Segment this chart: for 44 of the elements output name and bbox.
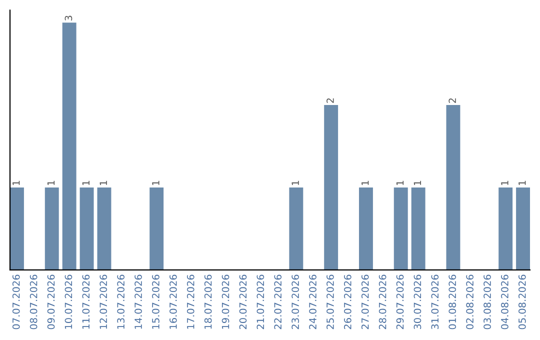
data-label: 3 — [64, 16, 72, 20]
x-tick-label: 27.07.2026 — [361, 274, 369, 330]
x-tick-label: 04.08.2026 — [501, 274, 508, 330]
x-tick-label: 19.07.2026 — [222, 274, 230, 329]
data-label: 1 — [396, 180, 404, 186]
x-tick-label: 23.07.2026 — [292, 274, 299, 330]
x-tick-label: 12.07.2026 — [100, 274, 108, 329]
data-label: 1 — [47, 180, 55, 186]
x-tick-label: 30.07.2026 — [414, 274, 422, 330]
x-tick-label: 01.08.2026 — [448, 274, 456, 330]
x-tick-label: 11.07.2026 — [82, 274, 90, 329]
x-tick-label: 08.07.2026 — [30, 274, 38, 330]
data-label: 2 — [448, 98, 456, 103]
x-tick-label: 10.07.2026 — [64, 274, 72, 329]
x-tick-label: 24.07.2026 — [309, 274, 316, 330]
x-tick-label: 26.07.2026 — [344, 274, 352, 330]
x-tick-label: 16.07.2026 — [169, 274, 177, 329]
x-tick-label: 22.07.2026 — [274, 274, 282, 330]
x-tick-label: 07.07.2026 — [12, 274, 20, 330]
data-label: 1 — [100, 180, 107, 186]
data-label: 1 — [292, 180, 299, 186]
data-label: 1 — [152, 180, 160, 186]
x-tick-label: 05.08.2026 — [518, 274, 526, 330]
data-label: 1 — [82, 180, 90, 186]
x-tick-label: 15.07.2026 — [152, 274, 160, 329]
x-tick-label: 25.07.2026 — [326, 274, 334, 330]
data-label: 1 — [12, 180, 20, 186]
x-tick-label: 09.07.2026 — [47, 274, 55, 330]
x-tick-label: 13.07.2026 — [117, 274, 124, 329]
x-tick-label: 21.07.2026 — [256, 274, 264, 330]
x-tick-label: 29.07.2026 — [396, 274, 404, 330]
data-label: 2 — [326, 98, 334, 103]
x-tick-label: 18.07.2026 — [204, 274, 212, 329]
x-tick-label: 31.07.2026 — [431, 274, 439, 330]
data-label: 1 — [518, 180, 526, 186]
x-tick-label: 20.07.2026 — [239, 274, 247, 330]
x-tick-label: 02.08.2026 — [466, 274, 474, 330]
x-tick-label: 28.07.2026 — [378, 274, 386, 330]
x-tick-label: 14.07.2026 — [134, 274, 142, 329]
data-label: 1 — [414, 180, 422, 186]
x-tick-label: 17.07.2026 — [186, 274, 194, 329]
x-tick-label: 03.08.2026 — [484, 274, 491, 330]
data-label: 1 — [501, 180, 508, 186]
data-label: 1 — [362, 180, 369, 186]
